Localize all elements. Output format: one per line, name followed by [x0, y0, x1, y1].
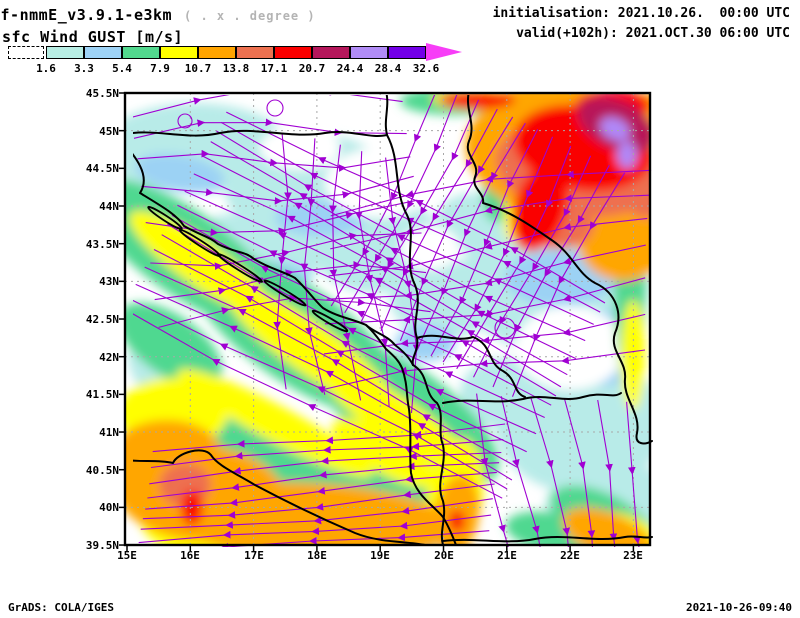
streamline [597, 399, 625, 547]
lat-label: 39.5N [85, 539, 119, 552]
colorbar-segment [46, 46, 84, 59]
streamline [152, 423, 506, 453]
lon-label: 21E [497, 549, 517, 562]
model-title: rf-nmmE_v3.9.1-e3km [0, 6, 173, 24]
lat-label: 44.5N [85, 162, 119, 175]
valid-time: valid(+102h): 2021.OCT.30 06:00 UTC [516, 26, 790, 41]
resolution-note: ( . x . degree ) [184, 9, 316, 23]
lat-label: 43.5N [85, 238, 119, 251]
streamline [563, 398, 600, 547]
colorbar-label: 5.4 [112, 62, 132, 75]
lon-label: 15E [117, 549, 137, 562]
streamline [273, 132, 292, 390]
colorbar-segment [350, 46, 388, 59]
colorbar-label: 1.6 [36, 62, 56, 75]
colorbar-segment [160, 46, 198, 59]
streamline [323, 313, 646, 355]
colorbar-segment [84, 46, 122, 59]
colorbar-label: 7.9 [150, 62, 170, 75]
colorbar-segment [312, 46, 350, 59]
colorbar-label: 24.4 [336, 62, 364, 75]
colorbar-label: 10.7 [184, 62, 212, 75]
initialisation-time: initialisation: 2021.10.26. 00:00 UTC [492, 6, 790, 21]
streamline [149, 451, 502, 485]
axis-ticks [119, 92, 635, 551]
streamline [150, 439, 504, 469]
colorbar-label: 28.4 [374, 62, 402, 75]
lon-label: 18E [307, 549, 327, 562]
lat-label: 40N [99, 501, 119, 514]
streamline-eddy [266, 99, 284, 117]
lon-label: 16E [180, 549, 200, 562]
streamline [138, 514, 492, 544]
lat-label: 45N [99, 125, 119, 138]
map-plot [119, 91, 655, 551]
colorbar-label: 3.3 [74, 62, 94, 75]
streamline [476, 393, 526, 547]
streamline-eddy [177, 113, 193, 129]
lon-label: 17E [244, 549, 264, 562]
colorbar-segment [388, 46, 426, 59]
colorbar-segment [274, 46, 312, 59]
streamline [329, 144, 362, 401]
colorbar-segment [236, 46, 274, 59]
lat-label: 42N [99, 351, 119, 364]
colorbar-label: 17.1 [260, 62, 288, 75]
creation-timestamp: 2021-10-26-09:40 [686, 601, 792, 614]
streamline [133, 95, 403, 118]
lon-label: 22E [560, 549, 580, 562]
streamline [500, 396, 554, 547]
lon-label: 19E [370, 549, 390, 562]
lat-label: 41N [99, 426, 119, 439]
colorbar-segment [198, 46, 236, 59]
colorbar-overflow-arrow [426, 43, 462, 61]
wind-streamlines [133, 95, 655, 547]
streamline [300, 138, 326, 395]
streamline [626, 401, 655, 547]
lon-label: 20E [434, 549, 454, 562]
lat-label: 45.5N [85, 87, 119, 100]
colorbar-label: 13.8 [222, 62, 250, 75]
lat-label: 43N [99, 275, 119, 288]
streamline [354, 151, 390, 407]
streamline [385, 157, 421, 414]
streamline [530, 397, 578, 547]
streamline [330, 169, 652, 217]
lat-label: 41.5N [85, 388, 119, 401]
colorbar-segment [122, 46, 160, 59]
streamline [323, 349, 646, 390]
streamline [220, 530, 490, 547]
streamline [137, 149, 411, 172]
streamline [133, 118, 407, 139]
lon-label: 23E [623, 549, 643, 562]
colorbar-below-min-box [8, 46, 44, 59]
field-label: sfc Wind GUST [m/s] [2, 28, 184, 46]
streamline-eddy [494, 317, 516, 339]
grads-credit: GrADS: COLA/IGES [8, 601, 114, 614]
lat-label: 40.5N [85, 464, 119, 477]
colorbar-label: 32.6 [412, 62, 440, 75]
lat-label: 42.5N [85, 313, 119, 326]
lat-label: 44N [99, 200, 119, 213]
country-borders [133, 95, 653, 546]
colorbar-label: 20.7 [298, 62, 326, 75]
